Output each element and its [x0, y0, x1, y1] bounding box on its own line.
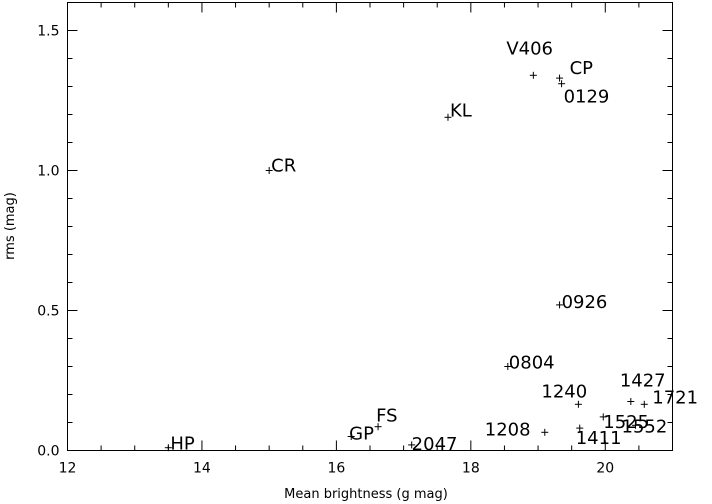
- point-label: 1427: [620, 371, 666, 392]
- data-point: CP: [556, 58, 593, 82]
- data-point: KL: [444, 100, 472, 121]
- data-point: 1427: [620, 371, 666, 405]
- data-point: 1721: [640, 387, 698, 408]
- y-tick-label: 1.5: [37, 24, 59, 40]
- point-label: CP: [570, 58, 594, 79]
- x-tick-label: 12: [59, 461, 77, 477]
- data-point: CR: [265, 156, 296, 177]
- point-label: KL: [450, 100, 472, 121]
- data-point: 0129: [558, 80, 609, 108]
- data-point: 1411: [576, 424, 622, 449]
- point-label: 0129: [564, 87, 610, 108]
- data-point: FS: [374, 406, 398, 431]
- point-label: 1240: [541, 381, 587, 402]
- point-label: 0804: [509, 353, 555, 374]
- x-tick-label: 14: [193, 461, 211, 477]
- point-label: 0926: [562, 292, 608, 313]
- point-label: 2047: [412, 434, 458, 455]
- data-point: 1525: [599, 412, 649, 433]
- point-label: HP: [170, 434, 195, 455]
- point-label: GP: [349, 424, 374, 445]
- y-axis-ticks: 0.0 0.5 1.0 1.5: [37, 24, 673, 460]
- point-label: 1552: [622, 416, 668, 437]
- point-label: 1411: [576, 428, 622, 449]
- x-tick-label: 18: [462, 461, 480, 477]
- point-label: 1525: [603, 412, 649, 433]
- data-point: V406: [506, 38, 553, 79]
- x-axis-ticks: 12 14 16 18 20: [59, 2, 673, 477]
- point-label: FS: [376, 406, 397, 427]
- data-point: GP: [347, 424, 374, 445]
- y-axis-title: rms (mag): [3, 192, 18, 260]
- point-label: 1208: [485, 419, 531, 440]
- x-tick-label: 16: [327, 461, 345, 477]
- point-label: CR: [271, 156, 296, 177]
- y-tick-label: 1.0: [37, 164, 59, 180]
- data-point: 0804: [504, 353, 555, 374]
- data-point: 0926: [556, 292, 607, 313]
- data-point: 1552: [622, 416, 668, 437]
- data-point: 2047: [408, 434, 457, 455]
- data-point: 1240: [541, 381, 587, 408]
- point-label: V406: [506, 38, 553, 59]
- y-tick-label: 0.5: [37, 304, 59, 320]
- data-point: 1208: [485, 419, 549, 440]
- point-label: 1721: [652, 387, 698, 408]
- y-tick-label: 0.0: [37, 444, 59, 460]
- x-axis-title: Mean brightness (g mag): [284, 487, 448, 502]
- x-tick-label: 20: [596, 461, 614, 477]
- data-point: HP: [164, 434, 195, 455]
